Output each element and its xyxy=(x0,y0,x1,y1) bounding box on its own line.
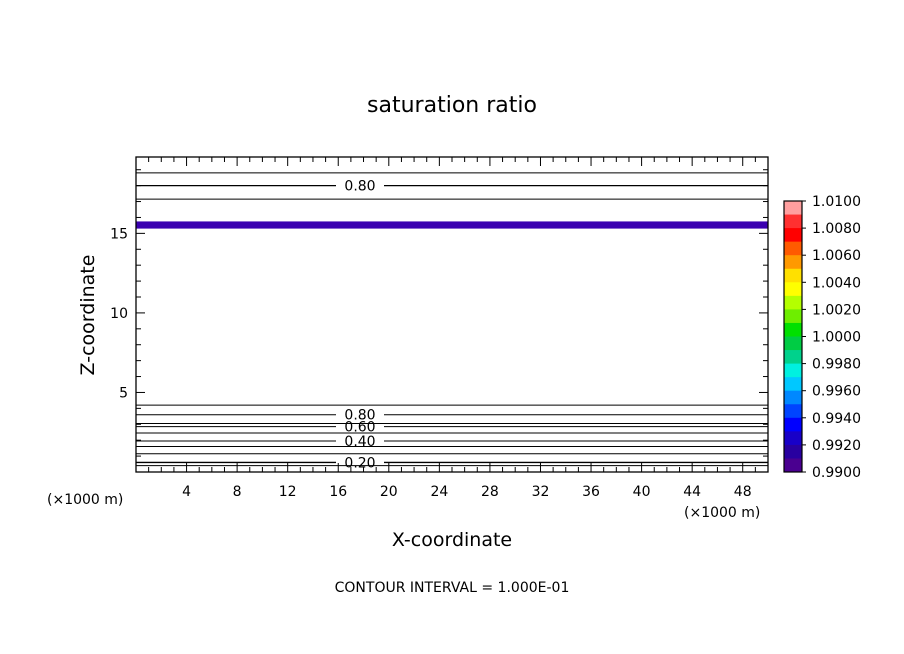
colorbar-segment xyxy=(784,228,802,243)
x-tick-label: 36 xyxy=(582,484,600,500)
colorbar-segment xyxy=(784,390,802,405)
colorbar-label: 1.0000 xyxy=(812,330,861,346)
colorbar-segment xyxy=(784,444,802,459)
colorbar-label: 1.0080 xyxy=(812,221,861,237)
colorbar-segment xyxy=(784,377,802,392)
colorbar-segment xyxy=(784,268,802,283)
x-tick-label: 24 xyxy=(430,484,448,500)
contour-label: 0.80 xyxy=(344,408,375,424)
y-unit-label: (×1000 m) xyxy=(47,492,123,508)
colorbar-segment xyxy=(784,295,802,310)
colorbar-segment xyxy=(784,431,802,446)
colorbar-segment xyxy=(784,241,802,256)
x-unit-label: (×1000 m) xyxy=(684,505,760,521)
x-tick-label: 20 xyxy=(380,484,398,500)
colorbar-segment xyxy=(784,350,802,365)
colorbar-segment xyxy=(784,309,802,324)
y-axis-title: Z-coordinate xyxy=(77,255,99,376)
colorbar-segment xyxy=(784,363,802,378)
y-tick-label: 10 xyxy=(110,306,128,322)
contour-label: 0.20 xyxy=(344,455,375,471)
colorbar-label: 0.9920 xyxy=(812,438,861,454)
colorbar-label: 1.0060 xyxy=(812,248,861,264)
y-tick-label: 5 xyxy=(119,385,128,401)
colorbar-label: 1.0020 xyxy=(812,302,861,318)
colorbar-segment xyxy=(784,322,802,337)
x-tick-label: 40 xyxy=(633,484,651,500)
x-tick-label: 32 xyxy=(532,484,550,500)
x-axis-title: X-coordinate xyxy=(392,529,512,551)
colorbar-label: 0.9900 xyxy=(812,465,861,481)
colorbar-segment xyxy=(784,282,802,297)
shaded-band xyxy=(136,221,768,229)
colorbar-segment xyxy=(784,255,802,270)
x-tick-label: 48 xyxy=(734,484,752,500)
contour-interval-footnote: CONTOUR INTERVAL = 1.000E-01 xyxy=(335,580,570,596)
chart-title: saturation ratio xyxy=(367,93,537,118)
colorbar: 1.0100 1.0080 1.0060 1.0040 1.0020 1.0000 0.99… xyxy=(783,194,861,481)
plot-area: 0.200.400.600.800.804 8 12 16 20 24 28 32 36 40 44… xyxy=(110,156,769,500)
x-tick-label: 44 xyxy=(683,484,701,500)
x-tick-label: 12 xyxy=(279,484,297,500)
y-tick-label: 15 xyxy=(110,226,128,242)
colorbar-label: 1.0100 xyxy=(812,194,861,210)
contour-label: 0.40 xyxy=(344,434,375,450)
x-tick-label: 16 xyxy=(329,484,347,500)
colorbar-segment xyxy=(784,214,802,229)
colorbar-segment xyxy=(784,201,802,216)
x-tick-label: 28 xyxy=(481,484,499,500)
colorbar-label: 0.9960 xyxy=(812,384,861,400)
colorbar-label: 1.0040 xyxy=(812,275,861,291)
x-tick-label: 4 xyxy=(182,484,191,500)
contour-label: 0.80 xyxy=(344,179,375,195)
colorbar-segment xyxy=(784,417,802,432)
colorbar-segment xyxy=(784,336,802,351)
colorbar-label: 0.9940 xyxy=(812,411,861,427)
x-tick-label: 8 xyxy=(233,484,242,500)
colorbar-segment xyxy=(784,404,802,419)
plot-frame xyxy=(135,156,769,473)
colorbar-label: 0.9980 xyxy=(812,357,861,373)
colorbar-segment xyxy=(784,458,802,473)
